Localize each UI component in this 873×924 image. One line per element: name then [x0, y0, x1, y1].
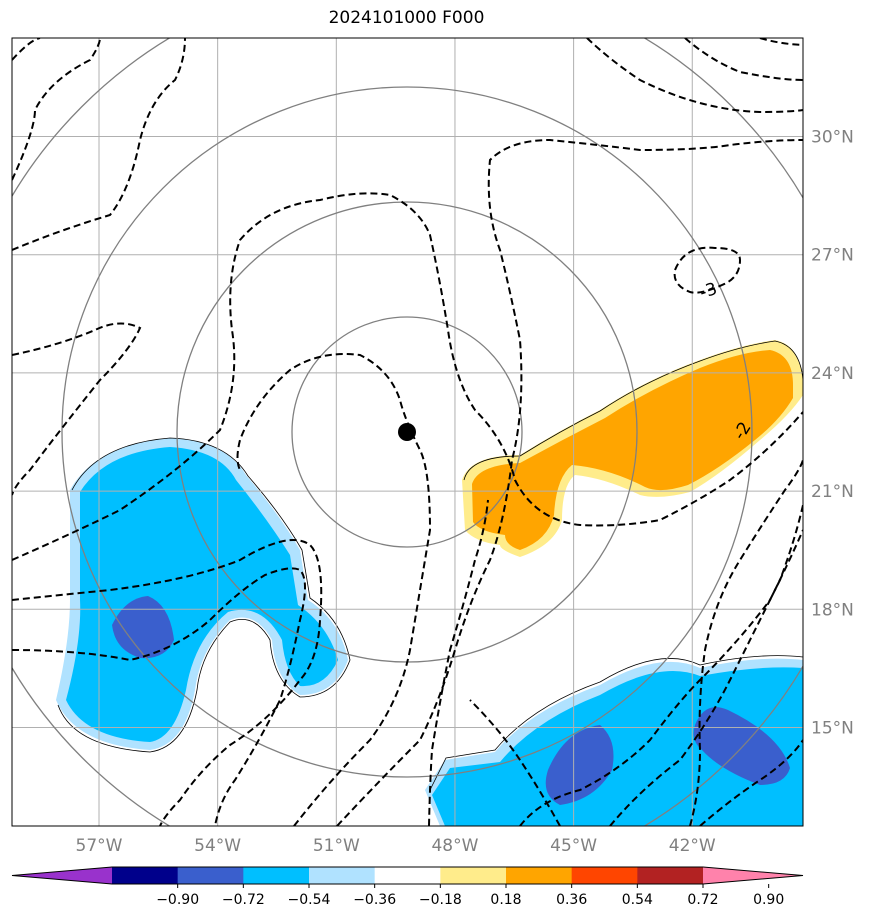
- colorbar: [11, 866, 804, 885]
- colorbar-segment-5: [440, 867, 507, 884]
- contour-line-1: [12, 38, 41, 61]
- fill-deep-sky-southeast: [432, 667, 803, 826]
- contour-line-15: [609, 504, 803, 826]
- contour-line-6: [12, 539, 323, 826]
- colorbar-segment-4: [374, 867, 441, 884]
- colorbar-extend-high: [703, 867, 803, 884]
- storm-center-marker: [398, 423, 416, 441]
- colorbar-extend-low: [12, 867, 112, 884]
- colorbar-tick-label-0: −0.90: [156, 892, 199, 908]
- colorbar-tick-label-4: −0.18: [419, 892, 462, 908]
- range-ring-outer: [61, 86, 753, 778]
- fill-royal-blue-west: [112, 596, 174, 659]
- lon-tick-label-3: 48°W: [431, 836, 478, 856]
- outline-west: [57, 437, 351, 753]
- contour-line-11: [586, 38, 803, 114]
- contour-line-10: [428, 499, 489, 826]
- colorbar-tick-label-5: 0.18: [490, 892, 521, 908]
- colorbar-segment-3: [309, 867, 376, 884]
- colorbar-tick-label-3: −0.36: [353, 892, 396, 908]
- lat-tick-label-0: 30°N: [811, 128, 854, 148]
- colorbar-segment-2: [243, 867, 310, 884]
- colorbar-segment-6: [506, 867, 573, 884]
- colorbar-segment-8: [637, 867, 704, 884]
- fill-deep-sky-west: [66, 447, 338, 742]
- range-ring-inner: [291, 316, 523, 548]
- contour-line-9: [336, 138, 803, 826]
- colorbar-tick-label-1: −0.72: [222, 892, 265, 908]
- positive-anomaly-east: [462, 340, 803, 557]
- lon-tick-label-5: 42°W: [669, 836, 716, 856]
- lon-tick-label-4: 45°W: [550, 836, 597, 856]
- contour-line-5: [12, 192, 803, 561]
- outline-east: [463, 340, 803, 481]
- contour-label-minus-3: -3: [697, 279, 719, 303]
- negative-anomaly-west: [56, 437, 351, 753]
- lat-tick-label-5: 15°N: [811, 719, 854, 739]
- colorbar-tick-label-8: 0.72: [687, 892, 718, 908]
- contour-line-12: [684, 38, 803, 81]
- contour-line-8: [236, 353, 432, 826]
- contour-line-4: [12, 322, 142, 496]
- colorbar-labels: −0.90 −0.72 −0.54 −0.36 −0.18 0.18 0.36 0.54 0.7…: [156, 884, 784, 908]
- lon-tick-label-0: 57°W: [76, 836, 123, 856]
- fill-orange-east: [472, 350, 793, 550]
- dashed-contours: [12, 38, 803, 826]
- fill-royal-blue-southeast-1: [545, 725, 614, 805]
- contour-line-18: [689, 459, 803, 826]
- contour-line-17: [469, 699, 561, 826]
- contour-line-2: [12, 38, 101, 181]
- chart-title: 2024101000 F000: [328, 8, 485, 28]
- map-frame: [11, 37, 804, 827]
- colorbar-segment-1: [177, 867, 244, 884]
- colorbar-segment-7: [571, 867, 638, 884]
- colorbar-outline: [11, 866, 804, 885]
- lat-tick-label-4: 18°N: [811, 600, 854, 620]
- contour-line-13: [759, 38, 803, 46]
- lon-tick-label-2: 51°W: [313, 836, 360, 856]
- colorbar-tick-label-9: 0.90: [753, 892, 784, 908]
- latitude-labels: 30°N 27°N 24°N 21°N 18°N 15°N: [811, 128, 854, 739]
- contour-line-7: [12, 567, 306, 826]
- colorbar-segment-0: [112, 867, 179, 884]
- lat-tick-label-1: 27°N: [811, 246, 854, 266]
- fill-royal-blue-southeast-2: [693, 707, 790, 785]
- longitude-labels: 57°W 54°W 51°W 48°W 45°W 42°W: [76, 836, 716, 856]
- colorbar-tick-label-2: −0.54: [288, 892, 331, 908]
- colorbar-tick-label-6: 0.36: [556, 892, 587, 908]
- lon-tick-label-1: 54°W: [194, 836, 241, 856]
- contour-line-14: [519, 529, 803, 826]
- contour-line-minus-3: [673, 246, 742, 294]
- lat-tick-label-2: 24°N: [811, 364, 854, 384]
- map-area: -3 -2: [12, 38, 803, 826]
- lat-tick-label-3: 21°N: [811, 482, 854, 502]
- colorbar-tick-label-7: 0.54: [622, 892, 653, 908]
- negative-anomaly-southeast: [425, 655, 803, 826]
- outline-southeast: [429, 655, 803, 791]
